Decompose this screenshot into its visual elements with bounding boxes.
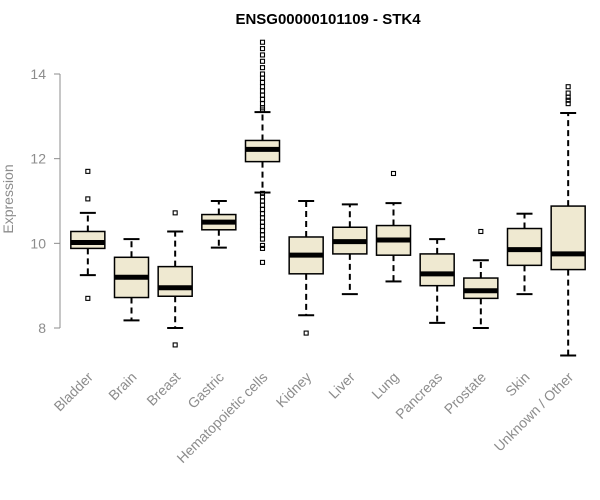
- outlier-point: [259, 215, 266, 221]
- outlier-point: [565, 90, 571, 96]
- outlier-point: [259, 198, 266, 204]
- outlier-point: [259, 101, 266, 107]
- outlier-point: [259, 211, 266, 217]
- iqr-box: [419, 253, 455, 287]
- y-tick-label: 8: [38, 320, 46, 336]
- box-pancreas: [419, 238, 455, 324]
- outlier-point: [85, 295, 91, 301]
- box-unknown-other: [550, 84, 586, 357]
- box-breast: [157, 210, 193, 348]
- outlier-point: [303, 330, 309, 336]
- outlier-point: [259, 259, 266, 265]
- x-tick-label: Liver: [325, 369, 358, 402]
- outlier-point: [565, 94, 571, 100]
- box-liver: [332, 203, 368, 296]
- x-tick-label: Breast: [143, 369, 183, 409]
- outlier-point: [259, 206, 266, 213]
- outlier-point: [259, 96, 266, 102]
- x-tick-label: Gastric: [184, 369, 227, 412]
- outlier-point: [565, 101, 571, 107]
- outlier-point: [259, 75, 266, 81]
- iqr-box: [463, 277, 499, 300]
- outlier-point: [259, 92, 266, 98]
- outlier-point: [259, 79, 266, 86]
- outlier-point: [259, 46, 266, 52]
- outlier-point: [259, 245, 266, 251]
- x-tick-label: Pancreas: [392, 369, 445, 422]
- y-axis-label: Expression: [0, 164, 16, 233]
- box-hematopoietic-cells: [244, 39, 281, 265]
- outlier-point: [85, 196, 91, 202]
- chart-title: ENSG00000101109 - STK4: [235, 11, 421, 28]
- outlier-point: [259, 39, 266, 45]
- box-brain: [113, 238, 150, 322]
- outlier-point: [259, 242, 266, 248]
- outlier-point: [259, 88, 266, 94]
- outlier-point: [565, 97, 571, 103]
- outlier-point: [259, 52, 266, 58]
- iqr-box: [70, 230, 106, 250]
- outlier-point: [259, 71, 266, 77]
- iqr-box: [506, 227, 543, 267]
- x-tick-label: Skin: [502, 369, 533, 400]
- box-lung: [375, 170, 412, 283]
- outlier-point: [259, 65, 266, 71]
- boxes-group: [70, 39, 586, 357]
- box-skin: [506, 212, 543, 296]
- outlier-point: [259, 219, 266, 225]
- outlier-point: [565, 84, 571, 90]
- outlier-point: [172, 210, 178, 216]
- y-tick-label: 12: [30, 151, 46, 167]
- box-gastric: [201, 200, 237, 249]
- outlier-point: [259, 84, 266, 90]
- box-prostate: [463, 228, 499, 329]
- outlier-point: [172, 342, 178, 348]
- y-tick-label: 14: [30, 66, 46, 82]
- outlier-point: [259, 232, 266, 238]
- outlier-point: [259, 190, 266, 196]
- x-tick-label: Prostate: [441, 369, 489, 417]
- outlier-point: [259, 223, 266, 229]
- outlier-point: [259, 107, 266, 113]
- iqr-box: [550, 205, 586, 271]
- y-axis: 8 10 12 14: [30, 66, 61, 336]
- box-bladder: [70, 168, 106, 301]
- x-tick-label: Unknown / Other: [491, 369, 577, 455]
- y-tick-label: 10: [30, 235, 46, 251]
- iqr-box: [157, 265, 193, 298]
- box-kidney: [288, 200, 324, 336]
- x-tick-label: Bladder: [51, 369, 97, 415]
- x-tick-label: Lung: [368, 369, 401, 402]
- x-tick-label: Kidney: [273, 369, 315, 411]
- outlier-point: [259, 236, 266, 242]
- outlier-point: [390, 170, 397, 177]
- outlier-point: [259, 202, 266, 208]
- outlier-point: [259, 58, 266, 64]
- outlier-point: [259, 228, 266, 234]
- x-tick-label: Brain: [105, 369, 139, 403]
- outlier-point: [478, 228, 484, 235]
- outlier-point: [85, 168, 91, 174]
